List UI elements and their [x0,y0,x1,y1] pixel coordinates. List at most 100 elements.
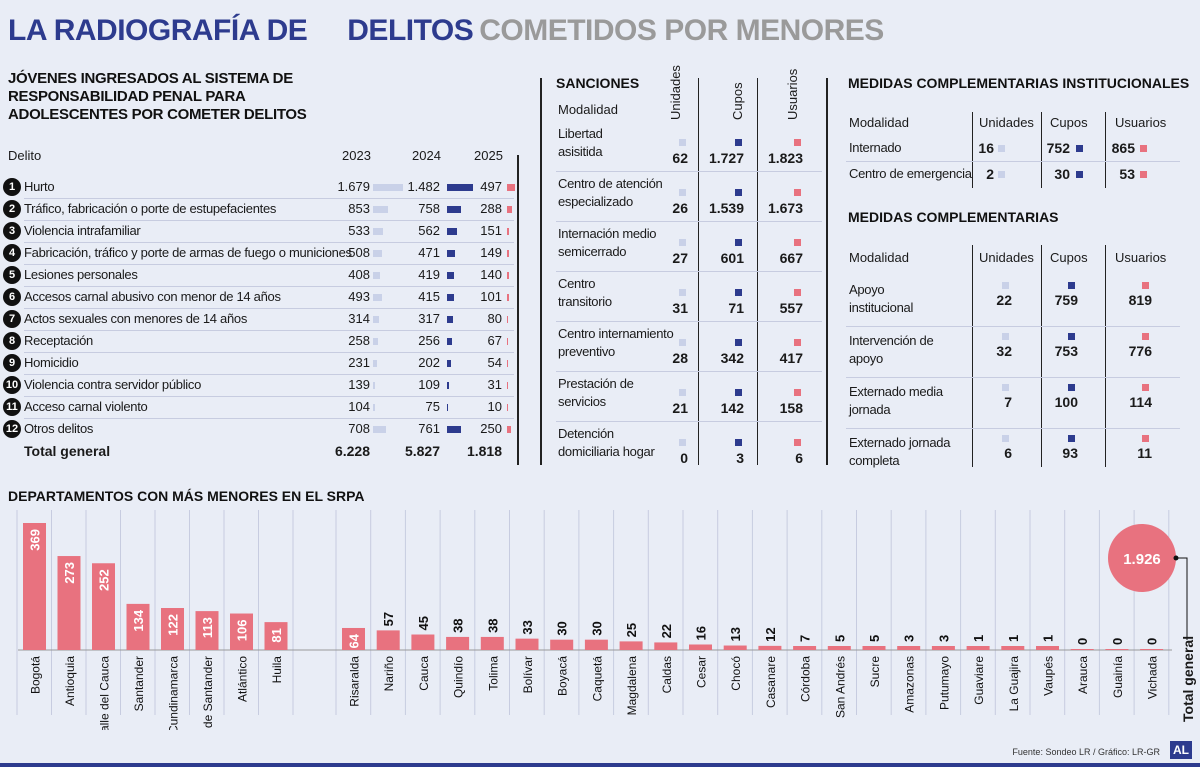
row-divider [24,220,514,221]
medida-inst-cupos: 752 [1046,140,1070,156]
dept-category-label: Sucre [868,656,882,688]
dept-category-label: Boyacá [556,656,570,696]
medidas-comp-col-unidades: Unidades [979,250,1034,265]
cupos-marker [735,339,742,346]
dept-category-label: La Guajira [1007,656,1021,712]
dept-value-label: 0 [1145,638,1160,645]
row-divider [24,374,514,375]
unidades-marker [679,439,686,446]
crime-value-2024: 415 [418,289,440,304]
sancion-cupos: 71 [728,300,744,316]
medidas-comp-col-modalidad: Modalidad [849,250,909,265]
crime-value-2024: 761 [418,421,440,436]
dept-value-label: 30 [555,621,570,635]
dept-bar [1105,649,1129,650]
medidas-inst-col-usuarios: Usuarios [1115,115,1167,130]
dept-category-label: Huila [270,656,284,684]
dept-value-label: 369 [28,529,43,551]
crime-value-2024: 317 [418,311,440,326]
dept-value-label: 252 [97,569,112,591]
dept-category-label: Casanare [764,656,778,708]
sancion-cupos: 142 [720,400,744,416]
dept-category-label: Vichada [1146,656,1160,699]
crime-value-2025: 149 [480,245,502,260]
crimes-divider [517,155,519,465]
crime-value-2025: 67 [487,333,502,348]
crime-rank-badge: 5 [3,266,21,284]
sancion-label-line2: domiciliaria hogar [558,444,655,459]
cupos-marker [1068,333,1075,340]
crime-value-2023: 139 [348,377,370,392]
crime-value-2023: 853 [348,201,370,216]
sancion-unidades: 31 [672,300,688,316]
crime-value-2023: 533 [348,223,370,238]
dept-bar [515,638,539,650]
row-divider [556,421,822,422]
crime-value-2025: 250 [480,421,502,436]
sancion-cupos: 1.539 [708,200,744,216]
department-bar-chart: 369 Bogotá 273 Antioquia 252 Valle del Cauca 1… [16,510,1188,730]
row-divider [24,308,514,309]
dept-bar [126,603,150,650]
dept-value-label: 106 [235,620,250,642]
cupos-marker [735,139,742,146]
crime-value-2023: 1.679 [337,179,370,194]
dept-bar [230,613,253,650]
bar-2023 [373,426,386,433]
crimes-total-label: Total general [24,443,111,459]
usuarios-marker [794,389,801,396]
dept-bar [550,639,574,650]
dept-category-label: Caldas [660,656,674,693]
sancion-unidades: 0 [680,450,688,466]
row-divider [24,264,514,265]
row-divider [556,171,822,172]
crime-label: Otros delitos [24,421,94,436]
row-divider [846,326,1180,327]
bar-2023 [373,228,383,235]
crime-value-2023: 314 [348,311,370,326]
sancion-label-line1: Centro [558,276,596,291]
dept-category-label: Quindío [452,656,466,698]
unidades-marker [679,239,686,246]
crime-value-2024: 1.482 [407,179,440,194]
medida-comp-unidades: 6 [1004,445,1012,461]
bar-2023 [373,250,383,257]
sancion-label-line2: preventivo [558,344,615,359]
medida-comp-label-line2: completa [849,453,900,468]
sancion-label-line2: asisitida [558,144,603,159]
crime-rank-badge: 12 [3,420,21,438]
medida-comp-label-line2: institucional [849,300,914,315]
dept-category-label: Caquetá [590,656,604,702]
crime-value-2024: 256 [418,333,440,348]
sancion-usuarios: 1.673 [767,200,803,216]
dept-bar [1140,649,1164,650]
usuarios-marker [1142,333,1149,340]
sanciones-left-divider [540,78,542,465]
sancion-unidades: 21 [672,400,688,416]
row-divider [24,242,514,243]
crime-label: Actos sexuales con menores de 14 años [24,311,248,326]
crime-value-2024: 758 [418,201,440,216]
crime-label: Homicidio [24,355,79,370]
sancion-label-line2: semicerrado [558,244,627,259]
dept-category-label: Nariño [382,656,396,692]
dept-category-label: Guainía [1111,656,1125,698]
dept-value-label: 113 [200,617,215,638]
medida-comp-label-line1: Apoyo [849,282,885,297]
medidas-comp-title: MEDIDAS COMPLEMENTARIAS [848,209,1059,225]
sancion-usuarios: 158 [779,400,803,416]
unidades-marker [1002,435,1009,442]
crime-value-2024: 109 [418,377,440,392]
crime-value-2023: 231 [348,355,370,370]
crime-label: Acceso carnal violento [24,399,148,414]
dept-value-label: 134 [131,609,146,631]
crime-label: Tráfico, fabricación o porte de estupefa… [24,201,277,216]
medidas-inst-div-3 [1105,112,1106,188]
dept-value-label: 57 [381,612,396,626]
dept-bar [654,642,678,650]
total-2024: 5.827 [404,443,440,459]
dept-bar [689,644,712,650]
unidades-marker [679,189,686,196]
crime-value-2025: 151 [480,223,502,238]
dept-bar [966,646,990,650]
